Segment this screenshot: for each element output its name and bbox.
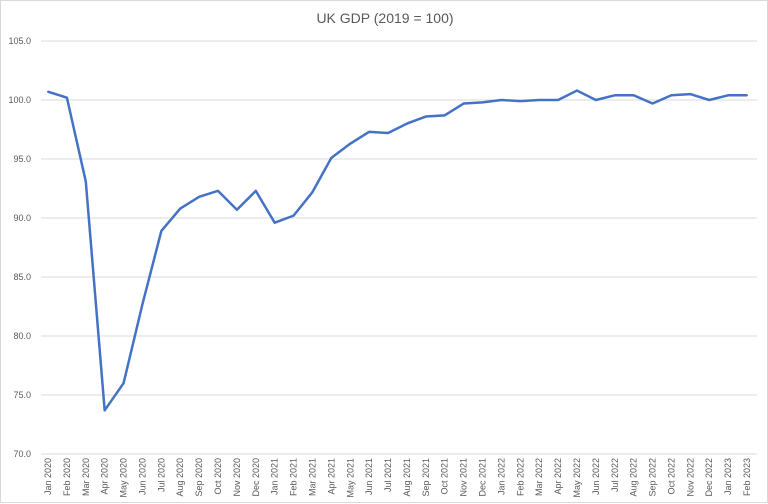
x-tick-label: Jun 2022 [591,458,601,495]
x-tick-label: Mar 2022 [534,458,544,496]
data-point [47,90,49,93]
data-point [462,102,465,105]
x-tick-label: Oct 2021 [440,458,450,495]
x-tick-label: Jan 2022 [496,458,506,495]
x-tick-label: Apr 2020 [100,458,110,495]
data-point [160,229,163,232]
x-tick-label: Jan 2023 [723,458,733,495]
x-tick-label: Jan 2020 [43,458,53,495]
x-tick-label: Mar 2020 [81,458,91,496]
data-point [235,208,238,211]
data-point [575,89,578,92]
data-point [84,180,87,183]
data-point [179,207,182,210]
y-tick-label: 105.0 [8,36,31,46]
x-tick-label: Jun 2020 [137,458,147,495]
chart-title: UK GDP (2019 = 100) [316,10,453,26]
data-point [538,99,541,101]
data-point [349,142,352,145]
data-point [387,132,390,135]
x-tick-label: Nov 2021 [459,458,469,497]
y-tick-label: 85.0 [13,272,31,282]
data-point [198,195,201,198]
data-point [708,99,711,101]
y-tick-label: 100.0 [8,95,31,105]
x-tick-label: Sep 2020 [194,458,204,497]
data-point [500,99,503,101]
x-tick-label: Feb 2023 [742,458,752,496]
y-tick-label: 90.0 [13,213,31,223]
x-tick-label: Sep 2022 [648,458,658,497]
x-tick-label: Oct 2022 [666,458,676,495]
x-tick-label: Aug 2020 [175,458,185,497]
data-point [103,409,106,412]
data-point [651,102,654,105]
x-tick-label: Apr 2022 [553,458,563,495]
data-point [217,189,220,192]
data-point [424,115,427,118]
x-tick-label: Feb 2020 [62,458,72,496]
x-tick-label: Feb 2022 [515,458,525,496]
data-point [273,221,276,224]
x-tick-label: May 2022 [572,458,582,498]
data-point [594,99,597,101]
data-point [292,214,295,217]
data-point [557,99,560,101]
x-tick-label: Sep 2021 [421,458,431,497]
x-tick-label: May 2020 [119,458,129,498]
data-point [254,189,257,192]
data-point [727,94,730,97]
x-tick-label: Mar 2021 [307,458,317,496]
x-tick-label: Jun 2021 [364,458,374,495]
series-line [47,89,747,412]
x-tick-label: Oct 2020 [213,458,223,495]
data-point [689,93,692,96]
x-tick-label: Dec 2020 [251,458,261,497]
data-point [443,114,446,117]
data-point [330,156,333,159]
x-tick-label: Apr 2021 [326,458,336,495]
y-tick-label: 70.0 [13,449,31,459]
data-point [519,100,522,103]
x-tick-label: Nov 2020 [232,458,242,497]
x-tick-label: Aug 2022 [629,458,639,497]
data-point [481,101,484,104]
x-tick-label: Jul 2021 [383,458,393,492]
data-point [613,94,616,97]
data-point [632,94,635,97]
y-tick-label: 95.0 [13,154,31,164]
data-point [122,382,125,385]
x-tick-label: Jan 2021 [270,458,280,495]
data-point [405,122,408,125]
x-tick-label: May 2021 [345,458,355,498]
x-tick-label: Dec 2021 [478,458,488,497]
y-tick-label: 80.0 [13,331,31,341]
x-tick-label: Nov 2022 [685,458,695,497]
x-tick-label: Jul 2022 [610,458,620,492]
data-point [141,303,144,306]
data-point [670,94,673,97]
data-point [65,96,68,99]
x-tick-label: Feb 2021 [289,458,299,496]
x-tick-label: Aug 2021 [402,458,412,497]
data-point [311,191,314,194]
x-tick-label: Jul 2020 [156,458,166,492]
data-point [746,94,748,97]
x-tick-label: Dec 2022 [704,458,714,497]
y-tick-label: 75.0 [13,390,31,400]
data-point [368,130,371,133]
